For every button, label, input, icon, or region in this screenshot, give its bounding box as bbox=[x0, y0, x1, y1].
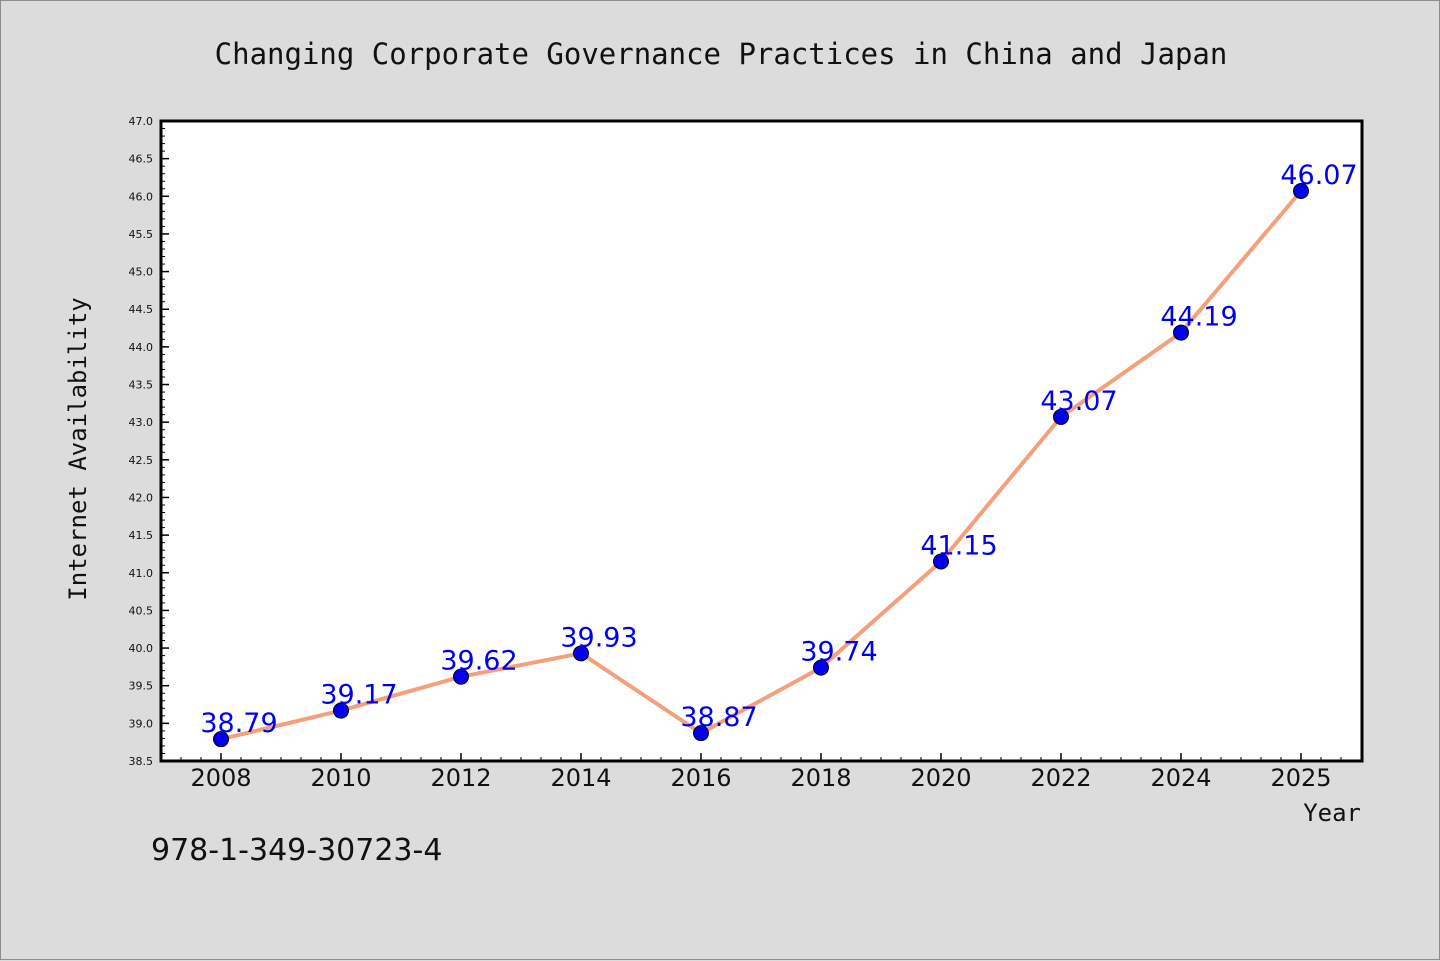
x-tick-label: 2008 bbox=[190, 764, 251, 792]
y-tick-label: 42.5 bbox=[129, 454, 154, 467]
plot-area bbox=[159, 119, 1364, 763]
y-tick-label: 41.0 bbox=[129, 567, 154, 580]
y-tick-label: 40.0 bbox=[129, 642, 154, 655]
data-point bbox=[1053, 408, 1069, 425]
y-tick-label: 43.0 bbox=[129, 416, 154, 429]
data-label: 39.93 bbox=[560, 622, 637, 653]
y-tick-label: 38.5 bbox=[129, 755, 154, 768]
x-tick-label: 2014 bbox=[550, 764, 611, 792]
data-point bbox=[453, 668, 469, 685]
y-tick-label: 41.5 bbox=[129, 529, 154, 542]
x-tick-label: 2024 bbox=[1150, 764, 1211, 792]
y-tick-label: 39.5 bbox=[129, 680, 154, 693]
chart-title: Changing Corporate Governance Practices … bbox=[215, 37, 1228, 71]
data-point bbox=[933, 553, 949, 570]
x-axis: 2008 2010 2012 2014 2016 2018 2020 2022 2024 2025 bbox=[180, 753, 1362, 792]
data-label: 39.74 bbox=[800, 637, 877, 668]
data-label: 38.79 bbox=[200, 708, 277, 739]
y-tick-label: 46.5 bbox=[129, 153, 154, 166]
data-point bbox=[573, 645, 589, 662]
x-tick-label: 2012 bbox=[430, 764, 491, 792]
data-label: 43.07 bbox=[1040, 386, 1117, 417]
x-axis-label: Year bbox=[1303, 799, 1361, 827]
x-tick-label: 2020 bbox=[910, 764, 971, 792]
data-point bbox=[1173, 324, 1189, 341]
series: 38.79 39.17 39.62 39.93 38.87 39.74 41.15 43.07… bbox=[200, 160, 1358, 748]
data-point bbox=[693, 725, 709, 742]
data-point bbox=[333, 702, 349, 719]
y-axis: 38.5 39.0 39.5 40.0 40.5 41.0 41.5 42.0 42.5 43.0… bbox=[129, 115, 169, 768]
y-tick-label: 45.0 bbox=[129, 266, 154, 279]
data-label: 39.62 bbox=[440, 646, 517, 677]
data-label: 38.87 bbox=[680, 702, 757, 733]
x-tick-label: 2018 bbox=[790, 764, 851, 792]
y-axis-label: Internet Availability bbox=[64, 297, 92, 600]
x-tick-label: 2025 bbox=[1270, 764, 1331, 792]
x-tick-label: 2010 bbox=[310, 764, 371, 792]
y-tick-label: 43.5 bbox=[129, 379, 154, 392]
y-tick-label: 40.5 bbox=[129, 604, 154, 617]
x-tick-label: 2016 bbox=[670, 764, 731, 792]
x-tick-label: 2022 bbox=[1030, 764, 1091, 792]
y-tick-label: 45.5 bbox=[129, 228, 154, 241]
data-label: 44.19 bbox=[1160, 302, 1237, 333]
data-point bbox=[213, 731, 229, 748]
y-tick-label: 46.0 bbox=[129, 190, 154, 203]
data-point bbox=[1293, 183, 1309, 200]
y-tick-label: 42.0 bbox=[129, 491, 154, 504]
y-tick-label: 44.0 bbox=[129, 341, 154, 354]
y-tick-label: 39.0 bbox=[129, 717, 154, 730]
caption-text: 978-1-349-30723-4 bbox=[151, 833, 443, 868]
data-point bbox=[813, 659, 829, 676]
data-label: 39.17 bbox=[320, 680, 397, 711]
data-label: 41.15 bbox=[920, 530, 997, 561]
y-tick-label: 47.0 bbox=[129, 115, 154, 128]
data-label: 46.07 bbox=[1280, 160, 1357, 191]
series-line bbox=[220, 189, 1303, 742]
y-tick-label: 44.5 bbox=[129, 303, 154, 316]
